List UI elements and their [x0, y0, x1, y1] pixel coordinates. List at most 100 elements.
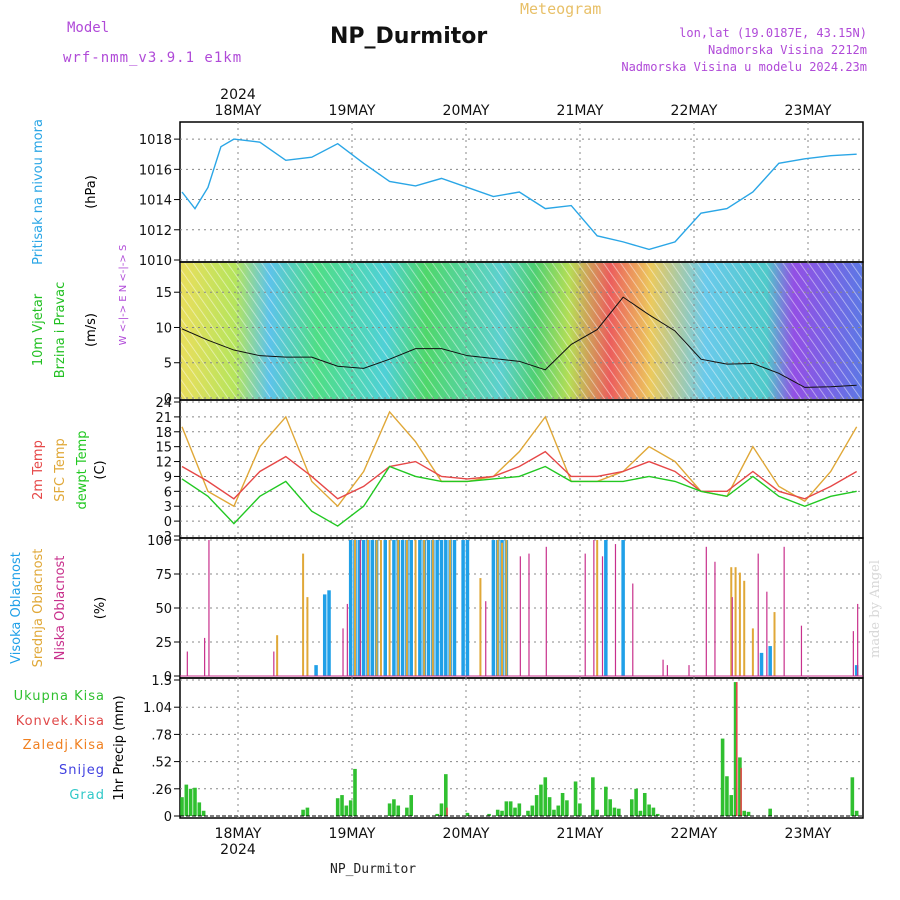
day-label-bottom: 22MAY	[671, 826, 718, 842]
cloud-bar-1	[501, 542, 504, 676]
cloud-bar-2	[346, 603, 348, 676]
precip-bar	[500, 810, 504, 816]
cloud-bar-0	[452, 540, 457, 676]
precip-bar	[405, 807, 409, 816]
y-tick-label: 10	[155, 321, 172, 336]
y-tick-label: .52	[151, 756, 172, 771]
precip-bar	[534, 795, 539, 816]
precip-bar	[335, 798, 340, 816]
footer-station: NP_Durmitor	[330, 862, 417, 877]
precip-bar	[188, 788, 193, 816]
precip-bar	[517, 803, 522, 816]
wind-speed-line	[181, 296, 857, 388]
y-tick-label: 6	[164, 485, 172, 500]
legend-snijeg: Snijeg	[59, 763, 105, 778]
precip-bar	[396, 805, 401, 816]
precip-bar	[513, 807, 517, 816]
precip-bar	[340, 795, 344, 816]
y-tick-label: 1.04	[143, 701, 172, 716]
cloud-bar-2	[662, 659, 664, 676]
year-bottom: 2024	[220, 842, 256, 858]
day-label-top: 20MAY	[443, 103, 490, 119]
cloud-bar-0	[383, 540, 388, 676]
precip-bar	[617, 808, 621, 816]
precip-bar	[487, 813, 491, 816]
pressure-unit: (hPa)	[84, 175, 99, 209]
cloud-bar-0	[854, 665, 859, 676]
y-tick-label: 3	[164, 500, 172, 515]
y-tick-label: 5	[164, 357, 172, 372]
cloud-bar-2	[766, 591, 768, 676]
wind-unit: (m/s)	[84, 313, 99, 347]
precip-bar	[733, 682, 738, 816]
cloud-bar-1	[505, 540, 508, 676]
cloud-bar-2	[688, 665, 690, 676]
cloud-bar-2	[800, 625, 803, 676]
cloud-bar-1	[423, 540, 426, 676]
precip-bar	[850, 777, 855, 816]
cloud-bar-2	[528, 553, 530, 676]
cloud-label-3: Niska Oblacnost	[53, 556, 68, 661]
precip-bar	[634, 788, 638, 816]
cloud-bar-0	[491, 540, 496, 676]
legend-grad: Grad	[69, 788, 105, 803]
precip-bar	[742, 810, 747, 816]
precip-bar	[201, 810, 206, 816]
precip-bar	[495, 809, 500, 816]
conv-precip-bar	[735, 682, 738, 816]
precip-bar	[565, 800, 569, 816]
conv-precip-bar	[740, 767, 742, 816]
y-tick-label: .26	[151, 783, 172, 798]
meteogram-label: Meteogram	[520, 0, 602, 18]
cloud-bar-2	[714, 561, 716, 676]
precip-bar	[387, 803, 392, 816]
y-tick-label: 9	[164, 470, 172, 485]
cloud-bar-0	[392, 540, 396, 676]
elevation-label: Nadmorska Visina 2212m	[708, 43, 867, 57]
precip-bar	[560, 792, 565, 816]
cloud-bar-0	[435, 540, 439, 676]
cloud-bar-0	[370, 540, 375, 676]
temp-unit: (C)	[93, 460, 108, 479]
day-label-top: 23MAY	[785, 103, 832, 119]
year-top: 2024	[220, 87, 256, 103]
conv-precip-bar	[446, 807, 448, 816]
precip-bar	[184, 784, 189, 816]
cloud-bar-2	[485, 601, 487, 676]
y-tick-label: 24	[155, 396, 172, 411]
legend-konvek: Konvek.Kisa	[16, 714, 105, 729]
precip-bar	[504, 801, 509, 816]
cloud-bar-1	[405, 540, 408, 676]
2m-temp-line	[181, 450, 858, 500]
cloud-bar-1	[743, 580, 746, 676]
precip-bar	[197, 802, 202, 816]
cloud-bar-2	[632, 583, 634, 676]
precip-bar	[392, 799, 396, 816]
precip-bar	[608, 799, 612, 816]
cloud-bar-1	[414, 540, 417, 676]
precip-bar	[435, 813, 439, 816]
dewpt-line	[181, 465, 857, 527]
precip-bar	[353, 768, 357, 816]
cloud-bar-0	[361, 540, 366, 676]
precip-bar	[556, 805, 561, 816]
precip-bar	[348, 800, 353, 816]
cloud-bar-1	[306, 597, 309, 676]
temp-label-3: dewpt Temp	[75, 430, 90, 509]
precip-bar	[595, 809, 599, 816]
cloud-bar-2	[359, 540, 361, 676]
precip-bar	[746, 811, 751, 816]
cloud-bar-2	[342, 628, 344, 676]
precip-bar	[530, 805, 535, 816]
precip-bar	[508, 801, 513, 816]
day-label-top: 21MAY	[557, 103, 604, 119]
y-tick-label: 1016	[139, 163, 172, 178]
cloud-bar-2	[204, 637, 206, 676]
cloud-bar-2	[593, 540, 595, 676]
precip-bar	[638, 810, 643, 816]
y-tick-label: 0	[164, 392, 172, 407]
precip-bar	[439, 803, 444, 816]
y-tick-label: 15	[155, 441, 172, 456]
precip-bar	[465, 812, 470, 816]
precip-bar	[768, 808, 772, 816]
